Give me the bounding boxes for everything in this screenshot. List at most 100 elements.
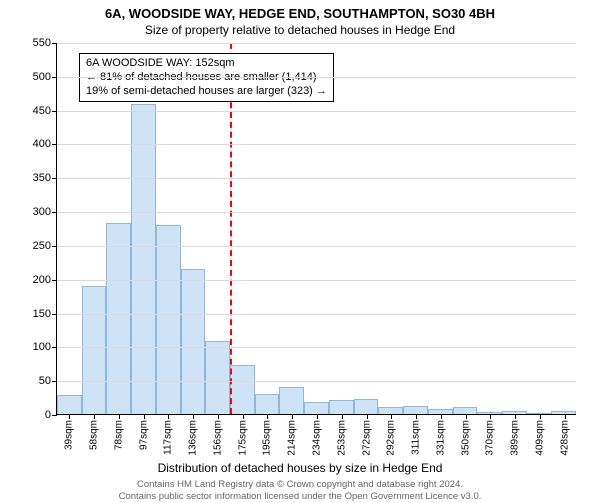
- ytick-label: 250: [33, 240, 51, 252]
- histogram-bar: [403, 406, 428, 414]
- xtick-label: 175sqm: [237, 420, 248, 456]
- ytick-mark: [52, 280, 57, 281]
- xtick-mark: [119, 414, 120, 419]
- ytick-label: 300: [33, 206, 51, 218]
- grid-line: [57, 144, 576, 145]
- ytick-mark: [52, 347, 57, 348]
- ytick-label: 200: [33, 274, 51, 286]
- xtick-label: 78sqm: [113, 420, 124, 450]
- histogram-bar: [205, 341, 230, 414]
- page-subtitle: Size of property relative to detached ho…: [0, 23, 600, 37]
- histogram-bar: [131, 104, 156, 414]
- xtick-mark: [391, 414, 392, 419]
- ytick-mark: [52, 43, 57, 44]
- ytick-mark: [52, 178, 57, 179]
- ytick-mark: [52, 144, 57, 145]
- xtick-label: 253sqm: [336, 420, 347, 456]
- ytick-mark: [52, 246, 57, 247]
- ytick-mark: [52, 77, 57, 78]
- histogram-bar: [378, 407, 403, 414]
- ytick-label: 450: [33, 105, 51, 117]
- xtick-mark: [193, 414, 194, 419]
- histogram-bar: [453, 407, 478, 414]
- xtick-mark: [342, 414, 343, 419]
- annotation-line-3: 19% of semi-detached houses are larger (…: [86, 85, 327, 99]
- ytick-mark: [52, 314, 57, 315]
- xtick-mark: [218, 414, 219, 419]
- page-title: 6A, WOODSIDE WAY, HEDGE END, SOUTHAMPTON…: [0, 6, 600, 21]
- xtick-label: 195sqm: [262, 420, 273, 456]
- xtick-label: 214sqm: [287, 420, 298, 456]
- plot-area: 6A WOODSIDE WAY: 152sqm ← 81% of detache…: [56, 43, 576, 415]
- xtick-mark: [416, 414, 417, 419]
- histogram-bar: [82, 286, 107, 415]
- ytick-mark: [52, 381, 57, 382]
- histogram-bar: [279, 387, 304, 414]
- grid-line: [57, 246, 576, 247]
- xtick-mark: [168, 414, 169, 419]
- grid-line: [57, 280, 576, 281]
- histogram-chart: 6A WOODSIDE WAY: 152sqm ← 81% of detache…: [56, 43, 576, 415]
- xtick-label: 234sqm: [312, 420, 323, 456]
- xtick-label: 156sqm: [212, 420, 223, 456]
- xtick-label: 39sqm: [64, 420, 75, 450]
- xtick-mark: [292, 414, 293, 419]
- x-axis-label: Distribution of detached houses by size …: [0, 461, 600, 475]
- grid-line: [57, 347, 576, 348]
- xtick-label: 117sqm: [163, 420, 174, 455]
- xtick-mark: [267, 414, 268, 419]
- xtick-label: 58sqm: [89, 420, 100, 450]
- xtick-label: 350sqm: [460, 420, 471, 456]
- xtick-label: 292sqm: [386, 420, 397, 456]
- xtick-mark: [243, 414, 244, 419]
- xtick-label: 409sqm: [534, 420, 545, 456]
- histogram-bar: [304, 402, 329, 414]
- histogram-bar: [230, 365, 255, 414]
- xtick-mark: [490, 414, 491, 419]
- ytick-label: 150: [33, 308, 51, 320]
- xtick-mark: [367, 414, 368, 419]
- xtick-label: 97sqm: [138, 420, 149, 450]
- ytick-label: 100: [33, 341, 51, 353]
- xtick-label: 370sqm: [485, 420, 496, 456]
- xtick-mark: [94, 414, 95, 419]
- xtick-label: 311sqm: [411, 420, 422, 455]
- histogram-bar: [181, 269, 206, 414]
- xtick-mark: [466, 414, 467, 419]
- grid-line: [57, 381, 576, 382]
- xtick-mark: [441, 414, 442, 419]
- ytick-mark: [52, 111, 57, 112]
- footer-line-1: Contains HM Land Registry data © Crown c…: [0, 479, 600, 491]
- grid-line: [57, 43, 576, 44]
- xtick-label: 428sqm: [559, 420, 570, 456]
- grid-line: [57, 77, 576, 78]
- xtick-mark: [515, 414, 516, 419]
- xtick-label: 389sqm: [510, 420, 521, 456]
- chart-header: 6A, WOODSIDE WAY, HEDGE END, SOUTHAMPTON…: [0, 0, 600, 37]
- histogram-bar: [57, 395, 82, 414]
- ytick-label: 500: [33, 71, 51, 83]
- xtick-mark: [69, 414, 70, 419]
- grid-line: [57, 111, 576, 112]
- xtick-label: 331sqm: [435, 420, 446, 456]
- grid-line: [57, 314, 576, 315]
- ytick-label: 400: [33, 138, 51, 150]
- xtick-label: 272sqm: [361, 420, 372, 456]
- footer-line-2: Contains public sector information licen…: [0, 491, 600, 503]
- xtick-label: 136sqm: [188, 420, 199, 456]
- ytick-mark: [52, 212, 57, 213]
- grid-line: [57, 212, 576, 213]
- histogram-bar: [354, 399, 379, 414]
- ytick-label: 0: [45, 409, 51, 421]
- histogram-bar: [255, 394, 280, 414]
- annotation-line-1: 6A WOODSIDE WAY: 152sqm: [86, 57, 327, 71]
- xtick-mark: [540, 414, 541, 419]
- histogram-bar: [329, 400, 354, 414]
- grid-line: [57, 178, 576, 179]
- ytick-label: 350: [33, 172, 51, 184]
- xtick-mark: [144, 414, 145, 419]
- ytick-label: 550: [33, 37, 51, 49]
- xtick-mark: [317, 414, 318, 419]
- ytick-mark: [52, 415, 57, 416]
- histogram-bar: [156, 225, 181, 414]
